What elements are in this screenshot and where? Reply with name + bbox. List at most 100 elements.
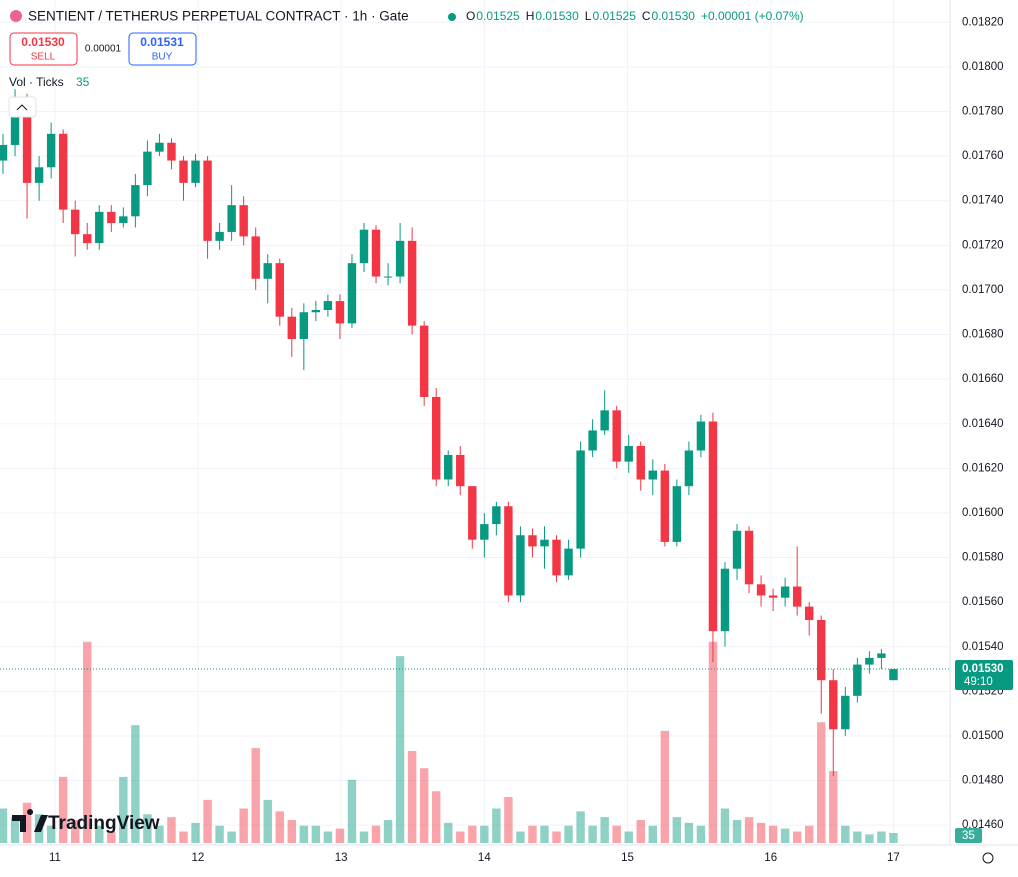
- volume-bar: [516, 831, 525, 843]
- candle-body: [215, 231, 224, 241]
- candle-body: [648, 470, 657, 480]
- volume-bar: [46, 825, 56, 843]
- y-tick-label: 0.01660: [962, 373, 1004, 385]
- y-tick-label: 0.01480: [962, 775, 1004, 787]
- volume-layer: [0, 641, 898, 843]
- volume-bar: [107, 831, 116, 843]
- candle-body: [131, 185, 140, 217]
- volume-bar: [744, 817, 754, 843]
- ohlc-change: +0.00001 (+0.07%): [701, 9, 804, 23]
- volume-bar: [227, 831, 236, 843]
- candle-body: [167, 142, 176, 161]
- candle-body: [768, 595, 778, 598]
- candle-body: [179, 160, 188, 183]
- y-tick-label: 0.01760: [962, 150, 1004, 162]
- volume-bar: [588, 825, 597, 843]
- volume-bar: [359, 831, 369, 843]
- chart-title[interactable]: SENTIENT / TETHERUS PERPETUAL CONTRACT ·…: [28, 9, 409, 24]
- candle-body: [359, 229, 369, 264]
- volume-bar: [624, 831, 633, 843]
- candle-body: [696, 421, 706, 451]
- volume-bar: [829, 771, 838, 843]
- volume-bar: [576, 811, 585, 843]
- volume-bar: [732, 820, 742, 843]
- volume-bar: [480, 825, 489, 843]
- candle-body: [756, 584, 766, 596]
- candle-body: [492, 506, 501, 525]
- volume-bar: [179, 831, 188, 843]
- y-tick-label: 0.01820: [962, 16, 1004, 28]
- candle-body: [203, 160, 212, 241]
- volume-bar: [22, 802, 32, 843]
- volume-bar: [58, 776, 68, 843]
- settings-icon[interactable]: [982, 852, 994, 864]
- candle-body: [516, 535, 525, 596]
- candle-body: [576, 450, 585, 549]
- ohlc-key: L: [585, 9, 592, 23]
- candle-body: [347, 263, 357, 324]
- candle-body: [865, 657, 874, 665]
- candle-body: [780, 586, 790, 598]
- candle-body: [383, 276, 393, 278]
- volume-bar: [660, 730, 670, 843]
- collapse-button[interactable]: [8, 96, 37, 118]
- volume-bar: [780, 828, 790, 843]
- countdown: 49:10: [964, 676, 993, 688]
- volume-bar: [251, 748, 260, 843]
- candle-body: [239, 205, 248, 237]
- logo-text[interactable]: TradingView: [48, 813, 160, 834]
- y-tick-label: 0.01680: [962, 329, 1004, 341]
- volume-bar: [131, 725, 140, 843]
- candle-body: [275, 263, 284, 317]
- candle-body: [672, 486, 682, 542]
- y-tick-label: 0.01500: [962, 730, 1004, 742]
- ohlc-value: 0.01530: [652, 9, 696, 23]
- volume-bar: [70, 820, 80, 843]
- buy-button[interactable]: [128, 32, 197, 66]
- buy-label: BUY: [152, 52, 173, 63]
- volume-bar: [853, 831, 862, 843]
- candle-body: [708, 421, 718, 632]
- volume-bar: [119, 776, 128, 843]
- volume-bar: [191, 822, 200, 843]
- volume-bar: [877, 831, 886, 843]
- candle-layer: [0, 89, 898, 777]
- x-tick-label: 17: [887, 852, 900, 864]
- candle-body: [371, 229, 381, 277]
- candle-body: [480, 524, 489, 540]
- volume-bar: [600, 817, 609, 843]
- candle-body: [155, 142, 164, 152]
- candle-body: [95, 211, 104, 244]
- spread: 0.00001: [85, 44, 122, 55]
- y-tick-label: 0.01540: [962, 641, 1004, 653]
- volume-bar: [889, 832, 898, 843]
- ohlc-value: 0.01525: [592, 9, 636, 23]
- volume-bar: [672, 817, 682, 843]
- candle-body: [612, 410, 621, 462]
- volume-bar: [648, 825, 657, 843]
- candle-body: [456, 454, 465, 487]
- x-tick-label: 14: [478, 852, 491, 864]
- candle-body: [107, 211, 116, 224]
- volume-bar: [143, 814, 152, 843]
- ohlc-key: H: [526, 9, 535, 23]
- y-tick-label: 0.01740: [962, 195, 1004, 207]
- symbol-icon: [10, 10, 22, 22]
- y-tick-label: 0.01600: [962, 507, 1004, 519]
- candle-body: [805, 606, 814, 620]
- volume-bar: [95, 825, 104, 843]
- volume-bar: [444, 822, 453, 843]
- volume-bar: [504, 797, 513, 843]
- candle-body: [528, 535, 537, 547]
- volume-label: Vol · Ticks: [9, 75, 64, 89]
- volume-bar: [239, 808, 248, 843]
- volume-bar: [564, 825, 573, 843]
- candle-body: [263, 263, 272, 279]
- buy-price: 0.01531: [140, 35, 184, 49]
- ohlc-key: C: [642, 9, 651, 23]
- candle-body: [877, 653, 886, 658]
- sell-button[interactable]: [9, 32, 78, 66]
